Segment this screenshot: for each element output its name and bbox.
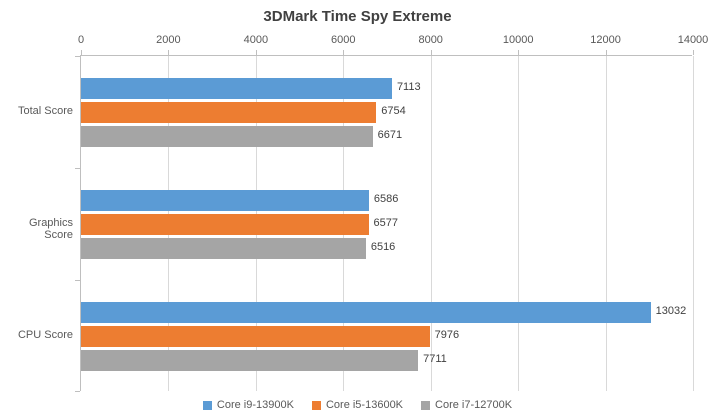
y-tick-mark bbox=[75, 280, 80, 281]
legend-swatch-icon bbox=[311, 400, 321, 410]
legend: Core i9-13900K Core i5-13600K Core i7-1270… bbox=[0, 399, 715, 411]
value-label: 7113 bbox=[396, 81, 421, 93]
bar-core-i5-13600k bbox=[81, 325, 430, 347]
bar-core-i7-12700k bbox=[81, 237, 366, 259]
value-label: 6516 bbox=[370, 241, 396, 253]
gridline bbox=[605, 56, 607, 391]
legend-item-core-i5-13600k: Core i5-13600K bbox=[311, 399, 404, 411]
x-tick-mark bbox=[343, 50, 345, 55]
y-tick-mark bbox=[75, 56, 80, 57]
x-tick-mark bbox=[693, 50, 694, 55]
bar-core-i9-13900k bbox=[81, 189, 369, 211]
plot-area: 0 2000 4000 6000 8000 10000 12000 14000 Total Sc… bbox=[18, 34, 708, 392]
legend-item-core-i9-13900k: Core i9-13900K bbox=[202, 399, 294, 411]
value-label: 6586 bbox=[373, 193, 399, 205]
value-label: 6671 bbox=[377, 129, 403, 141]
y-tick-mark bbox=[75, 168, 80, 169]
legend-label: Core i7-12700K bbox=[435, 399, 513, 411]
x-tick-mark bbox=[255, 50, 257, 55]
value-label: 6577 bbox=[373, 217, 398, 229]
x-tick-label: 8000 bbox=[418, 34, 443, 46]
x-tick-label: 12000 bbox=[590, 34, 621, 46]
bar-core-i9-13900k bbox=[81, 301, 651, 323]
gridline bbox=[518, 56, 520, 391]
bar-core-i5-13600k bbox=[81, 101, 377, 123]
value-label: 6754 bbox=[381, 105, 406, 117]
value-label: 7711 bbox=[423, 353, 447, 365]
bar-core-i7-12700k bbox=[81, 349, 419, 371]
legend-label: Core i9-13900K bbox=[216, 399, 294, 411]
y-tick-mark bbox=[75, 391, 80, 392]
gridline bbox=[430, 56, 432, 391]
x-tick-mark bbox=[605, 50, 607, 55]
bar-core-i9-13900k bbox=[81, 77, 392, 99]
x-tick-label: 4000 bbox=[243, 34, 269, 46]
legend-label: Core i5-13600K bbox=[325, 399, 404, 411]
legend-item-core-i7-12700k: Core i7-12700K bbox=[421, 399, 512, 411]
value-label: 13032 bbox=[655, 305, 687, 317]
x-tick-mark bbox=[518, 50, 520, 55]
x-tick-mark bbox=[168, 50, 170, 55]
x-tick-mark bbox=[81, 50, 82, 55]
chart-title: 3DMark Time Spy Extreme bbox=[263, 8, 452, 25]
x-tick-label: 14000 bbox=[677, 34, 709, 46]
legend-swatch-icon bbox=[202, 400, 212, 410]
x-tick-label: 2000 bbox=[156, 34, 181, 46]
legend-swatch-icon bbox=[421, 400, 431, 410]
value-label: 7976 bbox=[434, 329, 460, 341]
category-label: Total Score bbox=[17, 105, 73, 117]
bar-core-i7-12700k bbox=[81, 125, 373, 147]
category-label: Graphics Score bbox=[28, 217, 73, 241]
gridline bbox=[693, 56, 694, 391]
category-label: CPU Score bbox=[17, 329, 73, 341]
x-tick-label: 6000 bbox=[331, 34, 356, 46]
x-tick-label: 0 bbox=[77, 34, 85, 46]
x-tick-label: 10000 bbox=[502, 34, 534, 46]
bar-core-i5-13600k bbox=[81, 213, 369, 235]
x-tick-mark bbox=[430, 50, 432, 55]
